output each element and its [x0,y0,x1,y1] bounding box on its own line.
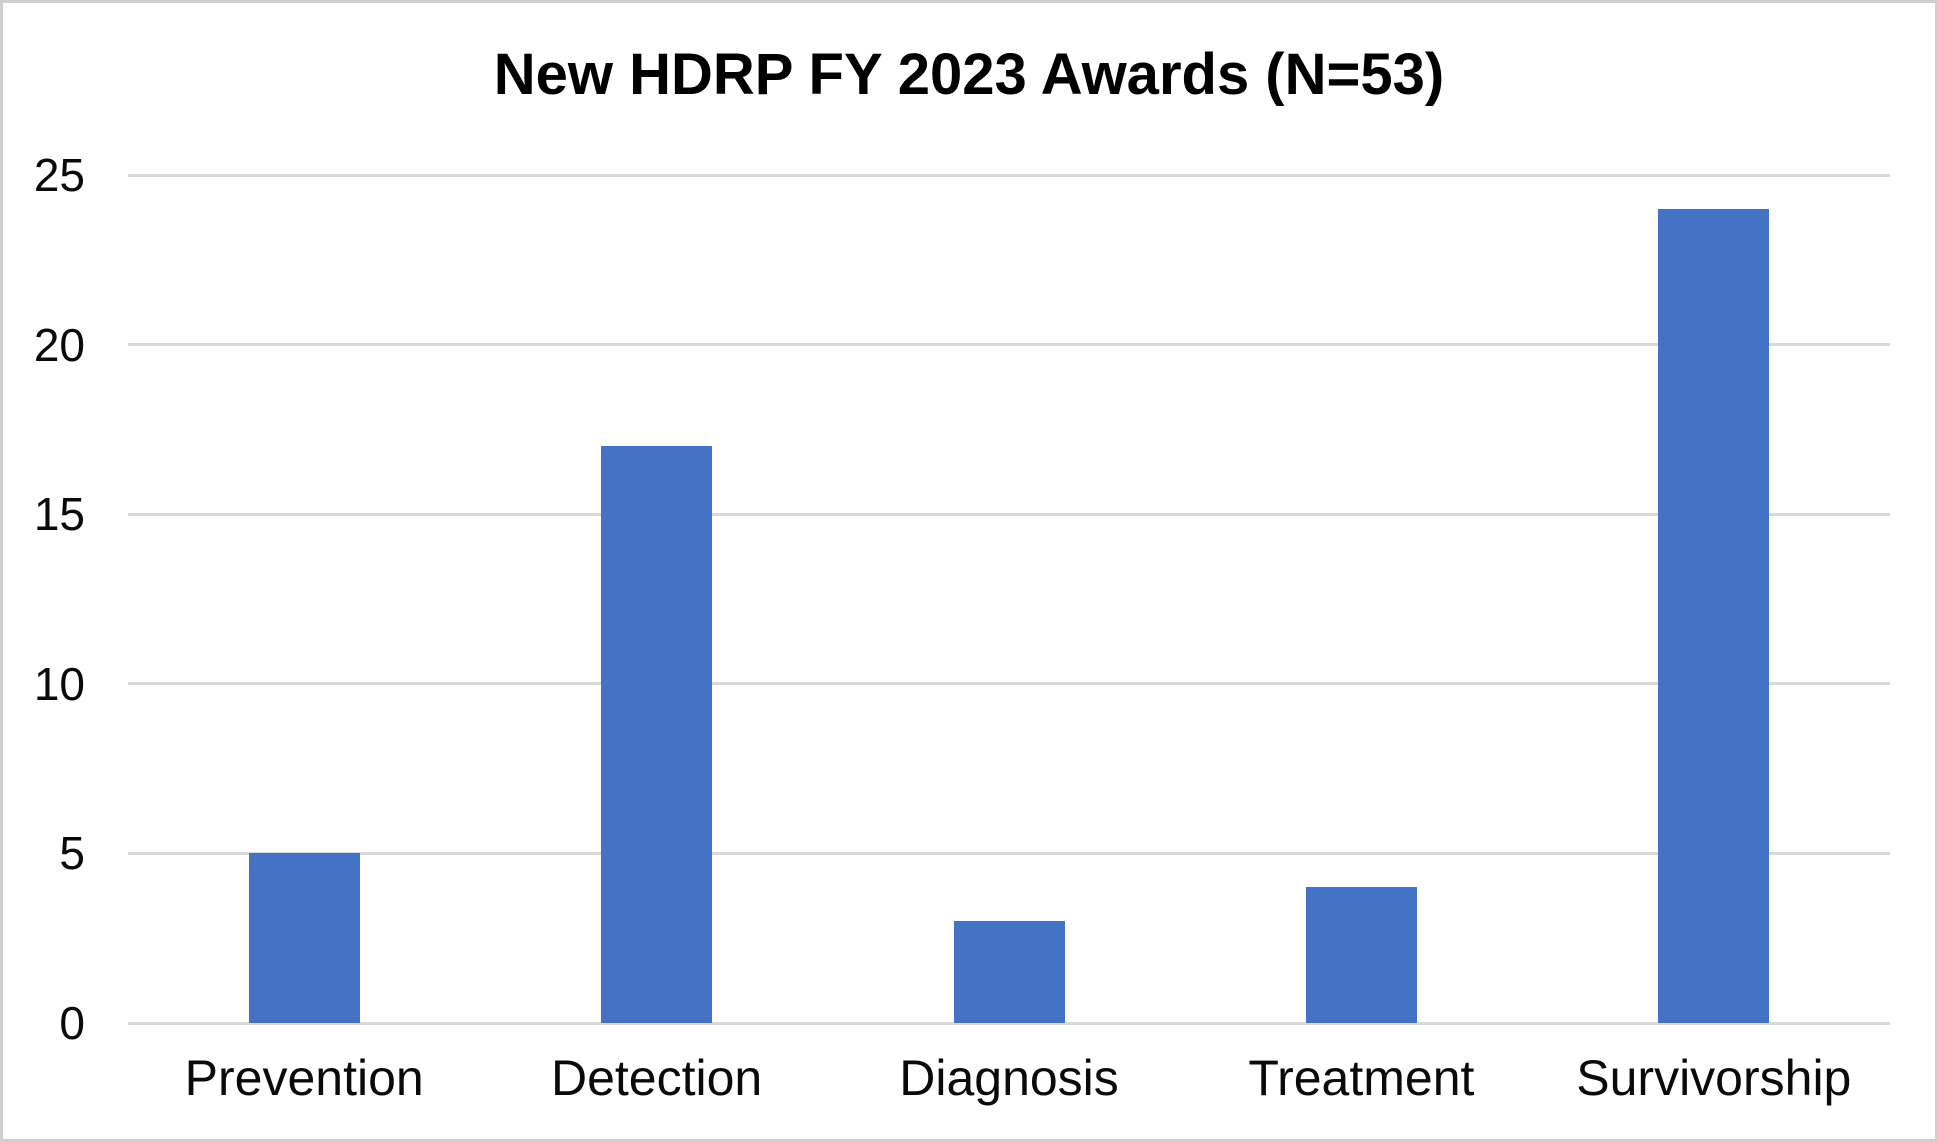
gridline [128,512,1890,516]
gridline [128,343,1890,347]
x-axis-category-labels: Prevention Detection Diagnosis Treatment Sur… [128,1049,1890,1107]
y-tick-label: 10 [33,657,85,710]
bar-diagnosis [953,921,1065,1023]
x-category-label: Diagnosis [899,1050,1119,1106]
bar-detection [601,446,713,1023]
x-category-label: Detection [550,1050,763,1106]
y-tick-label: 0 [59,997,85,1049]
gridline [128,682,1890,686]
plot-area [128,173,1890,1025]
x-category-label: Survivorship [1576,1050,1852,1106]
y-tick-label: 25 [33,149,85,201]
x-category-label: Treatment [1248,1050,1475,1106]
y-tick-label: 15 [33,488,85,541]
bar-treatment [1305,887,1417,1023]
y-tick-label: 20 [33,318,85,371]
gridline [128,851,1890,855]
x-category-label: Prevention [184,1050,424,1106]
x-axis-line [128,1021,1890,1025]
bar-survivorship [1658,208,1770,1023]
bar-prevention [248,853,360,1023]
y-tick-label: 5 [59,827,85,880]
gridline [128,173,1890,177]
chart-title: New HDRP FY 2023 Awards (N=53) [493,42,1445,107]
